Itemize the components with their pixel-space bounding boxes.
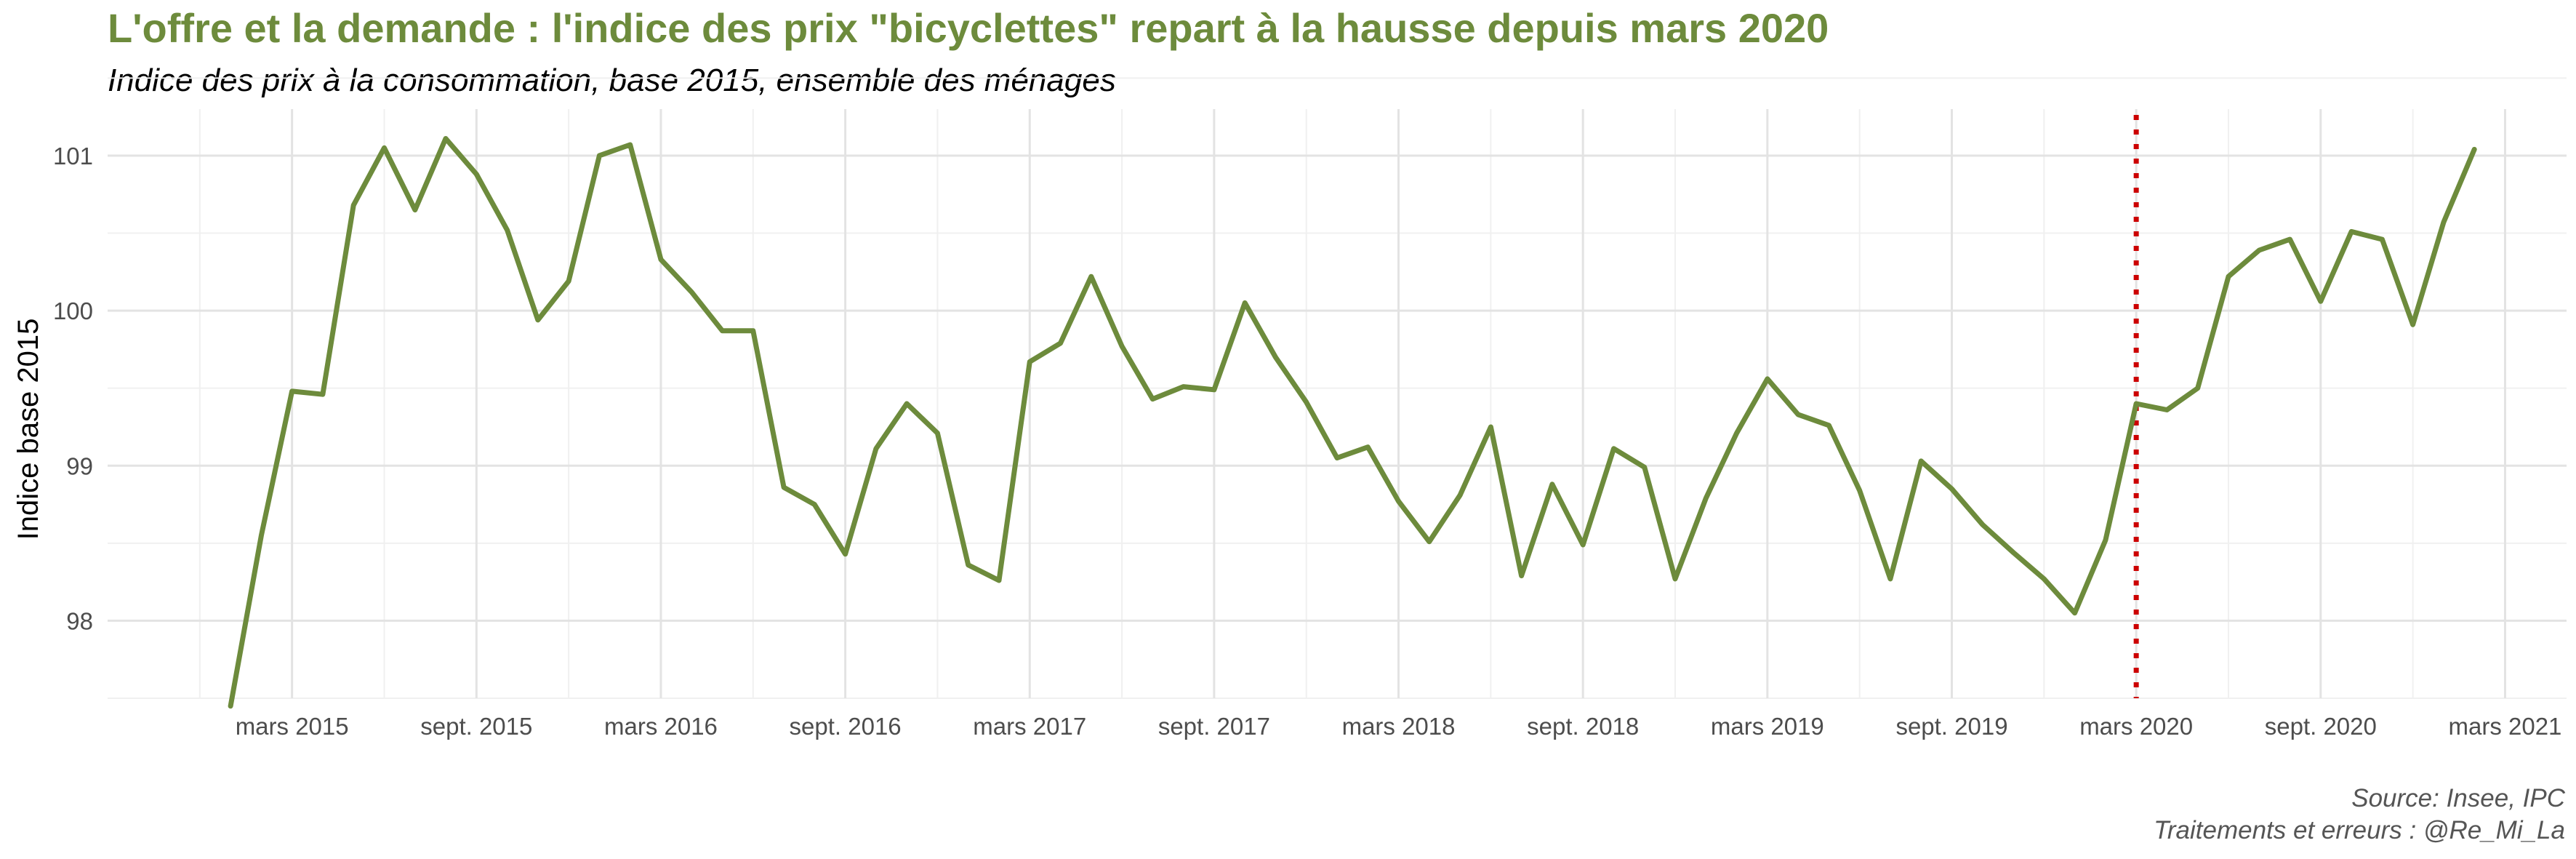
- x-tick-label: mars 2021: [2448, 713, 2561, 740]
- x-tick-label: mars 2017: [973, 713, 1086, 740]
- x-tick-label: mars 2018: [1342, 713, 1456, 740]
- major-gridlines: [108, 109, 2567, 698]
- chart-title: L'offre et la demande : l'indice des pri…: [108, 5, 1829, 51]
- x-tick-label: sept. 2017: [1158, 713, 1270, 740]
- y-tick-label: 99: [66, 452, 93, 479]
- x-tick-label: sept. 2019: [1895, 713, 2007, 740]
- x-tick-label: mars 2019: [1711, 713, 1824, 740]
- y-tick-label: 101: [53, 143, 93, 169]
- y-tick-label: 98: [66, 607, 93, 634]
- x-tick-label: sept. 2016: [790, 713, 902, 740]
- series-layer: [228, 136, 2477, 709]
- series-line-bicyclettes: [228, 136, 2477, 709]
- x-tick-label: mars 2020: [2079, 713, 2193, 740]
- y-axis-label: Indice base 2015: [12, 319, 44, 540]
- x-tick-label: sept. 2020: [2265, 713, 2377, 740]
- y-tick-label: 100: [53, 297, 93, 324]
- x-tick-label: sept. 2018: [1527, 713, 1639, 740]
- x-tick-label: sept. 2015: [420, 713, 532, 740]
- credits-caption: Traitements et erreurs : @Re_Mi_La: [2154, 816, 2565, 844]
- x-tick-label: mars 2015: [236, 713, 349, 740]
- source-caption: Source: Insee, IPC: [2351, 784, 2565, 812]
- chart-subtitle: Indice des prix à la consommation, base …: [108, 63, 1116, 98]
- x-tick-label: mars 2016: [604, 713, 718, 740]
- y-tick-labels: 98 99 100 101: [53, 143, 93, 634]
- x-tick-labels: mars 2015 sept. 2015 mars 2016 sept. 2016 ma…: [236, 713, 2562, 740]
